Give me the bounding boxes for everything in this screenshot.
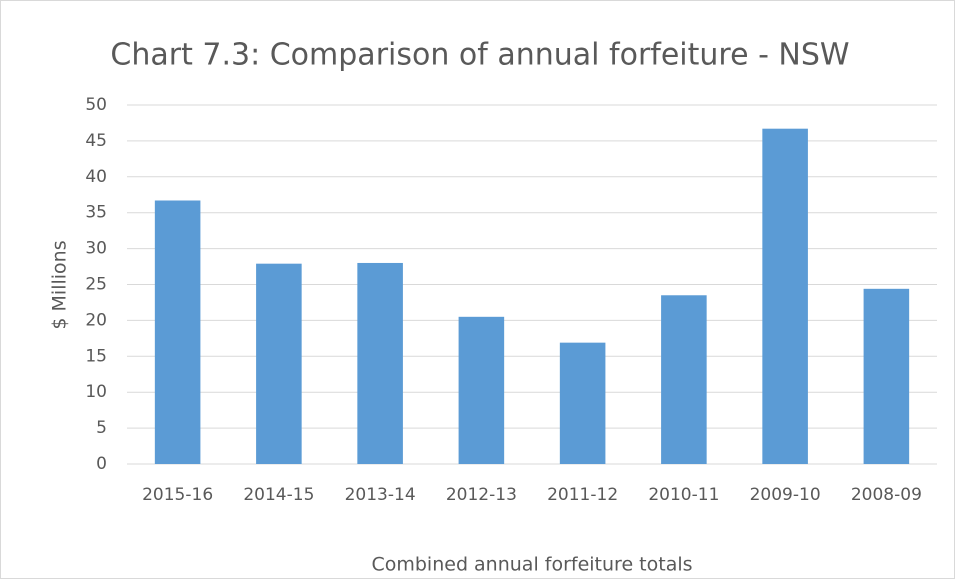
x-axis-label: Combined annual forfeiture totals	[371, 554, 692, 576]
y-tick-label: 0	[96, 454, 107, 474]
bar	[559, 342, 606, 464]
y-tick-label: 35	[85, 203, 107, 223]
bar	[154, 200, 201, 464]
y-tick-label: 40	[85, 167, 107, 187]
y-tick-label: 25	[85, 275, 107, 295]
bar	[863, 288, 910, 464]
x-tick-label: 2008-09	[851, 485, 922, 505]
x-tick-label: 2012-13	[446, 485, 517, 505]
x-tick-label: 2009-10	[750, 485, 821, 505]
x-tick-label: 2015-16	[142, 485, 213, 505]
y-tick-label: 10	[85, 382, 107, 402]
y-axis-label: $ Millions	[49, 240, 71, 329]
y-tick-label: 30	[85, 239, 107, 259]
y-tick-label: 20	[85, 310, 107, 330]
y-tick-label: 45	[85, 131, 107, 151]
x-tick-label: 2010-11	[648, 485, 719, 505]
bar	[458, 316, 505, 464]
y-tick-label: 5	[96, 418, 107, 438]
x-tick-label: 2014-15	[243, 485, 314, 505]
bar	[357, 262, 403, 464]
bar	[762, 128, 808, 464]
bar	[256, 263, 302, 464]
x-tick-label: 2011-12	[547, 485, 618, 505]
y-tick-label: 50	[85, 95, 107, 115]
y-tick-label: 15	[85, 346, 107, 366]
bar	[661, 295, 707, 464]
chart-title: Chart 7.3: Comparison of annual forfeitu…	[110, 38, 849, 73]
x-tick-label: 2013-14	[345, 485, 416, 505]
